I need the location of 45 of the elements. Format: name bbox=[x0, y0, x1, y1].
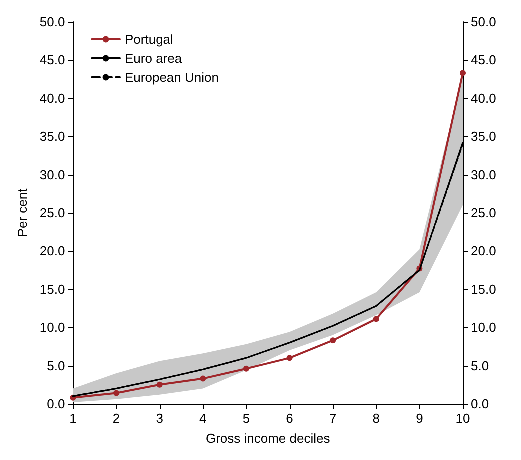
legend-label: Euro area bbox=[125, 51, 183, 66]
x-tick-label: 1 bbox=[70, 411, 77, 426]
y2-tick-label: 0.0 bbox=[471, 396, 490, 412]
y2-tick-label: 40.0 bbox=[471, 90, 496, 106]
y-tick-label: 15.0 bbox=[40, 282, 66, 297]
y-tick-label: 25.0 bbox=[40, 206, 66, 220]
x-tick-label: 2 bbox=[112, 411, 120, 426]
point bbox=[200, 376, 206, 382]
point bbox=[114, 390, 120, 396]
x-tick-label: 8 bbox=[372, 411, 380, 426]
point bbox=[460, 70, 466, 76]
y2-tick-label: 20.0 bbox=[471, 244, 496, 259]
y-tick-label: 20.0 bbox=[40, 244, 66, 259]
y2-tick-label: 30.0 bbox=[471, 167, 496, 182]
legend-label: European Union bbox=[125, 70, 219, 85]
y2-tick-label: 5.0 bbox=[471, 358, 490, 374]
y2-tick-label: 45.0 bbox=[471, 52, 496, 68]
y-tick-label: 40.0 bbox=[40, 90, 66, 106]
x-tick-label: 9 bbox=[416, 411, 424, 426]
y2-tick-label: 10.0 bbox=[471, 320, 496, 336]
x-tick-label: 4 bbox=[200, 411, 207, 426]
y-tick-label: 50.0 bbox=[40, 14, 66, 30]
y-tick-label: 30.0 bbox=[40, 167, 66, 182]
y-tick-label: 35.0 bbox=[40, 129, 66, 144]
legend-label: Portugal bbox=[125, 32, 174, 47]
y2-tick-label: 15.0 bbox=[471, 282, 496, 297]
point bbox=[286, 355, 293, 362]
point bbox=[156, 382, 163, 388]
y2-tick-label: 50.0 bbox=[471, 14, 496, 30]
x-tick-label: 6 bbox=[286, 411, 294, 426]
y2-tick-label: 35.0 bbox=[471, 129, 496, 144]
y-tick-label: 5.0 bbox=[47, 358, 66, 374]
x-tick-label: 7 bbox=[329, 411, 337, 426]
point bbox=[330, 338, 336, 344]
x-axis-title: Gross income deciles bbox=[206, 431, 331, 446]
y-tick-label: 45.0 bbox=[40, 52, 66, 68]
y-tick-label: 0.0 bbox=[47, 396, 66, 412]
x-tick-label: 5 bbox=[242, 411, 250, 426]
x-tick-label: 10 bbox=[456, 411, 470, 426]
y2-tick-label: 25.0 bbox=[471, 206, 496, 220]
x-tick-label: 3 bbox=[156, 411, 164, 426]
point bbox=[373, 316, 380, 322]
y-axis-title: Per cent bbox=[15, 188, 30, 238]
y-tick-label: 10.0 bbox=[40, 320, 66, 336]
point bbox=[243, 366, 250, 372]
